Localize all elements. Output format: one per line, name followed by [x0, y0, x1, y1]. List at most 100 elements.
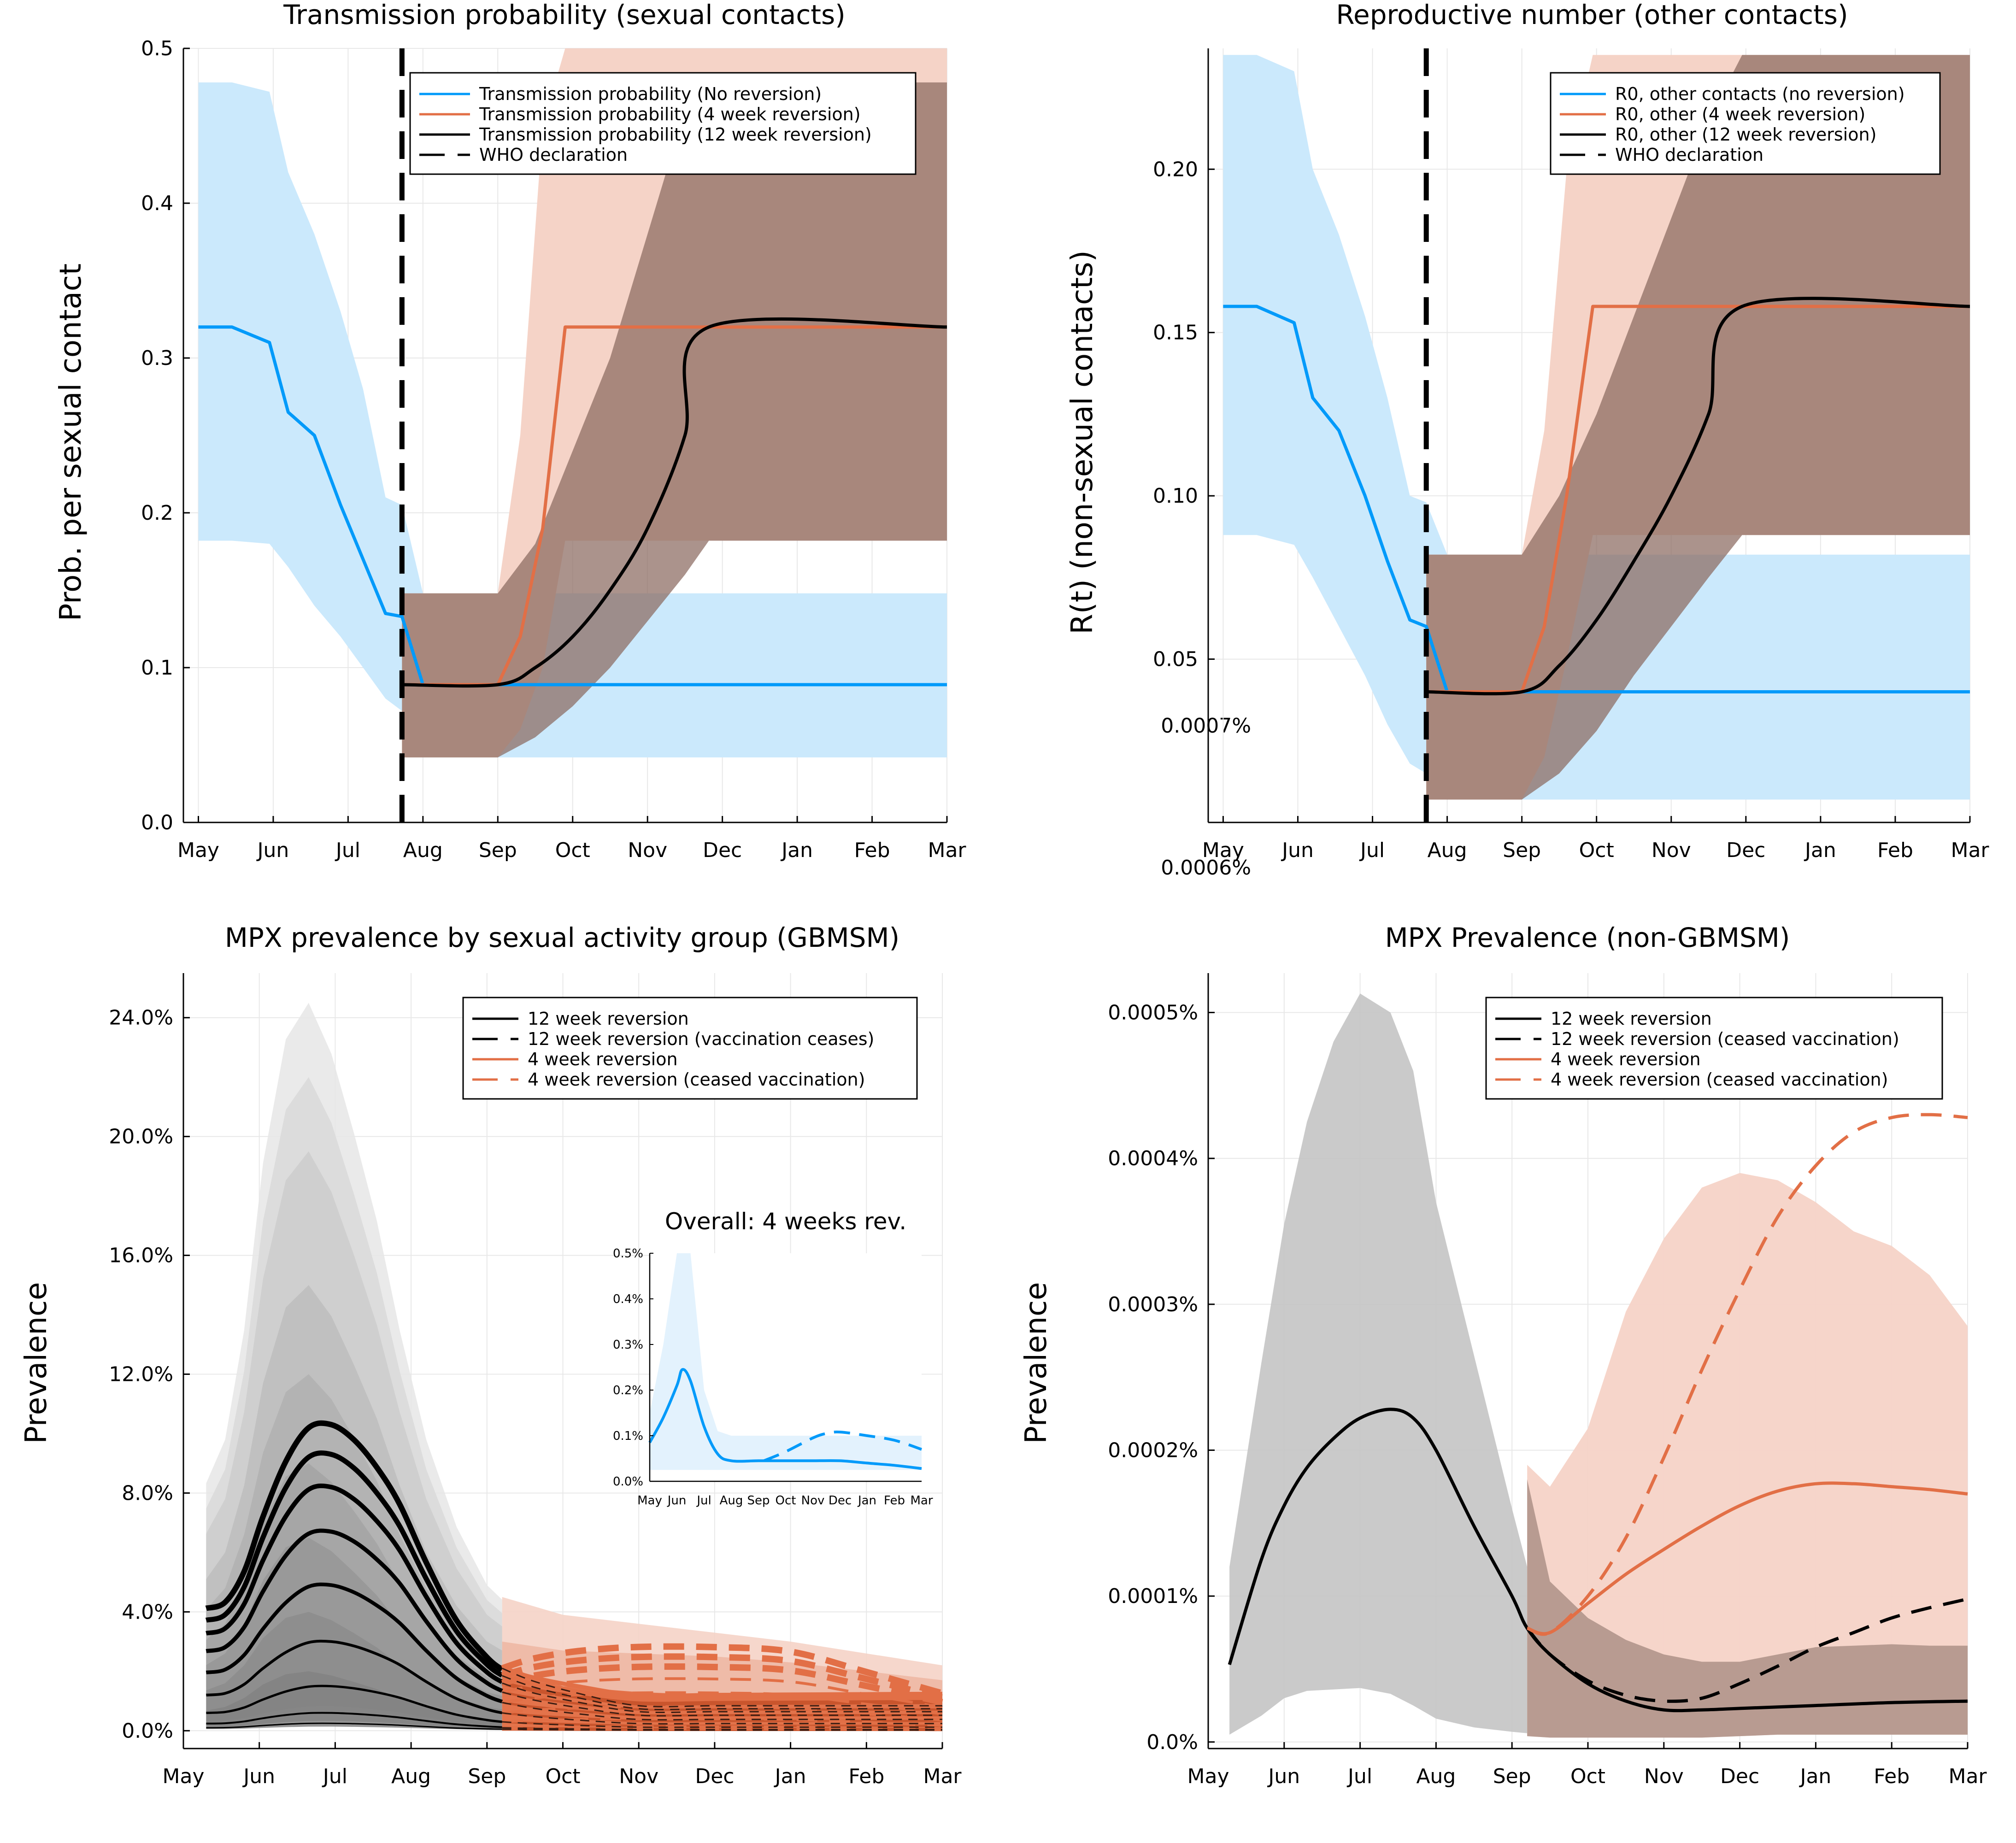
tl-line-no-reversion [198, 325, 947, 687]
bl-4week-curve [502, 1712, 942, 1722]
tr-line-no-reversion [1223, 305, 1970, 693]
tl-xtick-label: Aug [403, 839, 443, 862]
tl-xtick-label: Nov [628, 839, 667, 862]
bl-12week-ceased-curve [502, 1682, 942, 1714]
br-ytick-label: 0.0004% [1108, 1147, 1198, 1170]
bl-xtick-label: Jun [242, 1765, 275, 1788]
tl-legend: Transmission probability (No reversion) … [409, 72, 917, 175]
bl-ytick-label: 16.0% [109, 1244, 173, 1268]
inset-xtick-label: Nov [801, 1494, 825, 1508]
br-xtick-label: Jan [1799, 1765, 1831, 1788]
bl-inset-plot: 0.0% 0.1% 0.2% 0.3% 0.4% 0.5% May Jun Jul Aug Sep O… [613, 1247, 933, 1508]
bl-12week-ceased-curve [502, 1712, 942, 1725]
bl-12week-ceased-curve [502, 1721, 942, 1728]
tl-band-no-reversion [198, 82, 947, 757]
br-band-12-week [1229, 993, 1528, 1735]
inset-ytick-label: 0.1% [613, 1429, 643, 1443]
br-ylabel: Prevalence [1019, 1282, 1053, 1444]
tl-xtick-label: Feb [854, 839, 890, 862]
bl-legend-item-2: 12 week reversion (vaccination ceases) [528, 1029, 874, 1049]
tl-band-12-week [402, 82, 947, 757]
bl-legend-item-1: 12 week reversion [528, 1009, 689, 1029]
bl-xtick-label: Sep [468, 1765, 506, 1788]
br-xtick-label: Sep [1493, 1765, 1531, 1788]
bl-12week-ceased-curve [502, 1702, 942, 1721]
inset-xtick-label: Dec [829, 1494, 852, 1508]
bl-ytick-label: 0.0% [122, 1719, 173, 1743]
bl-xtick-label: May [163, 1765, 205, 1788]
bl-legend-item-4: 4 week reversion (ceased vaccination) [528, 1069, 865, 1090]
bl-group-curve [205, 1450, 504, 1678]
br-xtick-label: May [1187, 1765, 1229, 1788]
tr-line-4-week [1426, 305, 1970, 693]
tr-ytick-label: 0.20 [1153, 158, 1198, 181]
tl-title: Transmission probability (sexual contact… [283, 0, 846, 30]
br-xtick-label: Oct [1570, 1765, 1605, 1788]
br-xtick-label: Feb [1874, 1765, 1910, 1788]
inset-ytick-label: 0.0% [613, 1475, 643, 1489]
bl-xtick-label: Feb [848, 1765, 884, 1788]
bl-xtick-label: Dec [695, 1765, 734, 1788]
br-line-12-week [1228, 1408, 1968, 1713]
br-ytick-label: 0.0002% [1108, 1438, 1198, 1462]
bl-ytick-label: 24.0% [109, 1006, 173, 1030]
tl-legend-item-1: Transmission probability (No reversion) [479, 84, 822, 104]
bl-legend: 12 week reversion 12 week reversion (vac… [462, 997, 918, 1100]
br-line-12-week-ceased [1526, 1597, 1968, 1703]
bl-xtick-label: Jul [322, 1765, 347, 1788]
tr-stray-tick-2: 0.0006% [1161, 856, 1251, 880]
tl-line-12-week [402, 317, 947, 688]
bl-group-curve [206, 1712, 502, 1728]
bl-ylabel: Prevalence [19, 1282, 53, 1444]
inset-ytick-label: 0.3% [613, 1338, 643, 1352]
bl-12week-ceased-curve [502, 1691, 942, 1717]
br-line-4-week-ceased [1527, 1113, 1968, 1636]
inset-xtick-label: Oct [776, 1494, 796, 1508]
tr-legend-item-1: R0, other contacts (no reversion) [1615, 84, 1905, 104]
bl-4week-ceased-curve [502, 1677, 943, 1709]
bl-4week-curve [501, 1681, 943, 1706]
tl-xtick-label: Jun [256, 839, 289, 862]
br-line-4-week [1527, 1481, 1968, 1636]
bl-4week-ceased-curve [502, 1725, 943, 1731]
bl-group-curve [206, 1685, 503, 1723]
br-xtick-label: Dec [1720, 1765, 1759, 1788]
bl-group-curve [206, 1483, 504, 1684]
tr-xtick-label: Oct [1579, 839, 1614, 862]
inset-xtick-label: Aug [720, 1494, 743, 1508]
br-ytick-label: 0.0005% [1108, 1001, 1198, 1024]
tr-legend-item-4: WHO declaration [1615, 145, 1763, 165]
inset-xtick-label: May [637, 1494, 662, 1508]
tl-xtick-label: Dec [703, 839, 742, 862]
tr-stray-tick-1: 0.0007% [1161, 714, 1251, 738]
bl-xtick-label: Aug [391, 1765, 431, 1788]
br-ytick-label: 0.0% [1146, 1731, 1198, 1754]
tr-legend-item-2: R0, other (4 week reversion) [1615, 104, 1865, 124]
bl-4week-ceased-curve [502, 1705, 943, 1722]
bl-legend-item-3: 4 week reversion [528, 1049, 678, 1069]
bl-4week-ceased-curve [501, 1643, 943, 1696]
inset-xtick-label: Mar [910, 1494, 933, 1508]
bl-4week-ceased-curve [502, 1717, 943, 1727]
bl-4week-ceased-curve [501, 1653, 943, 1701]
bl-group-curve [206, 1639, 503, 1714]
br-ytick-label: 0.0001% [1108, 1585, 1198, 1608]
inset-ytick-label: 0.2% [613, 1384, 643, 1397]
inset-xtick-label: Jul [696, 1494, 711, 1508]
br-legend-item-4: 4 week reversion (ceased vaccination) [1551, 1069, 1888, 1090]
bl-inset-title: Overall: 4 weeks rev. [665, 1208, 906, 1235]
tl-legend-item-3: Transmission probability (12 week revers… [479, 124, 872, 145]
tr-xtick-label: Sep [1503, 839, 1541, 862]
bl-ytick-label: 20.0% [109, 1125, 173, 1149]
br-xtick-label: Aug [1416, 1765, 1456, 1788]
br-xtick-label: Jun [1267, 1765, 1300, 1788]
br-ytick-label: 0.0003% [1108, 1293, 1198, 1316]
br-xtick-label: Nov [1644, 1765, 1684, 1788]
br-legend-item-2: 12 week reversion (ceased vaccination) [1551, 1029, 1899, 1049]
tr-ytick-label: 0.05 [1153, 648, 1198, 671]
tl-ytick-label: 0.4 [141, 192, 173, 215]
tr-xtick-label: Dec [1726, 839, 1765, 862]
tr-ylabel: R(t) (non-sexual contacts) [1065, 250, 1099, 634]
inset-band [650, 1253, 922, 1470]
